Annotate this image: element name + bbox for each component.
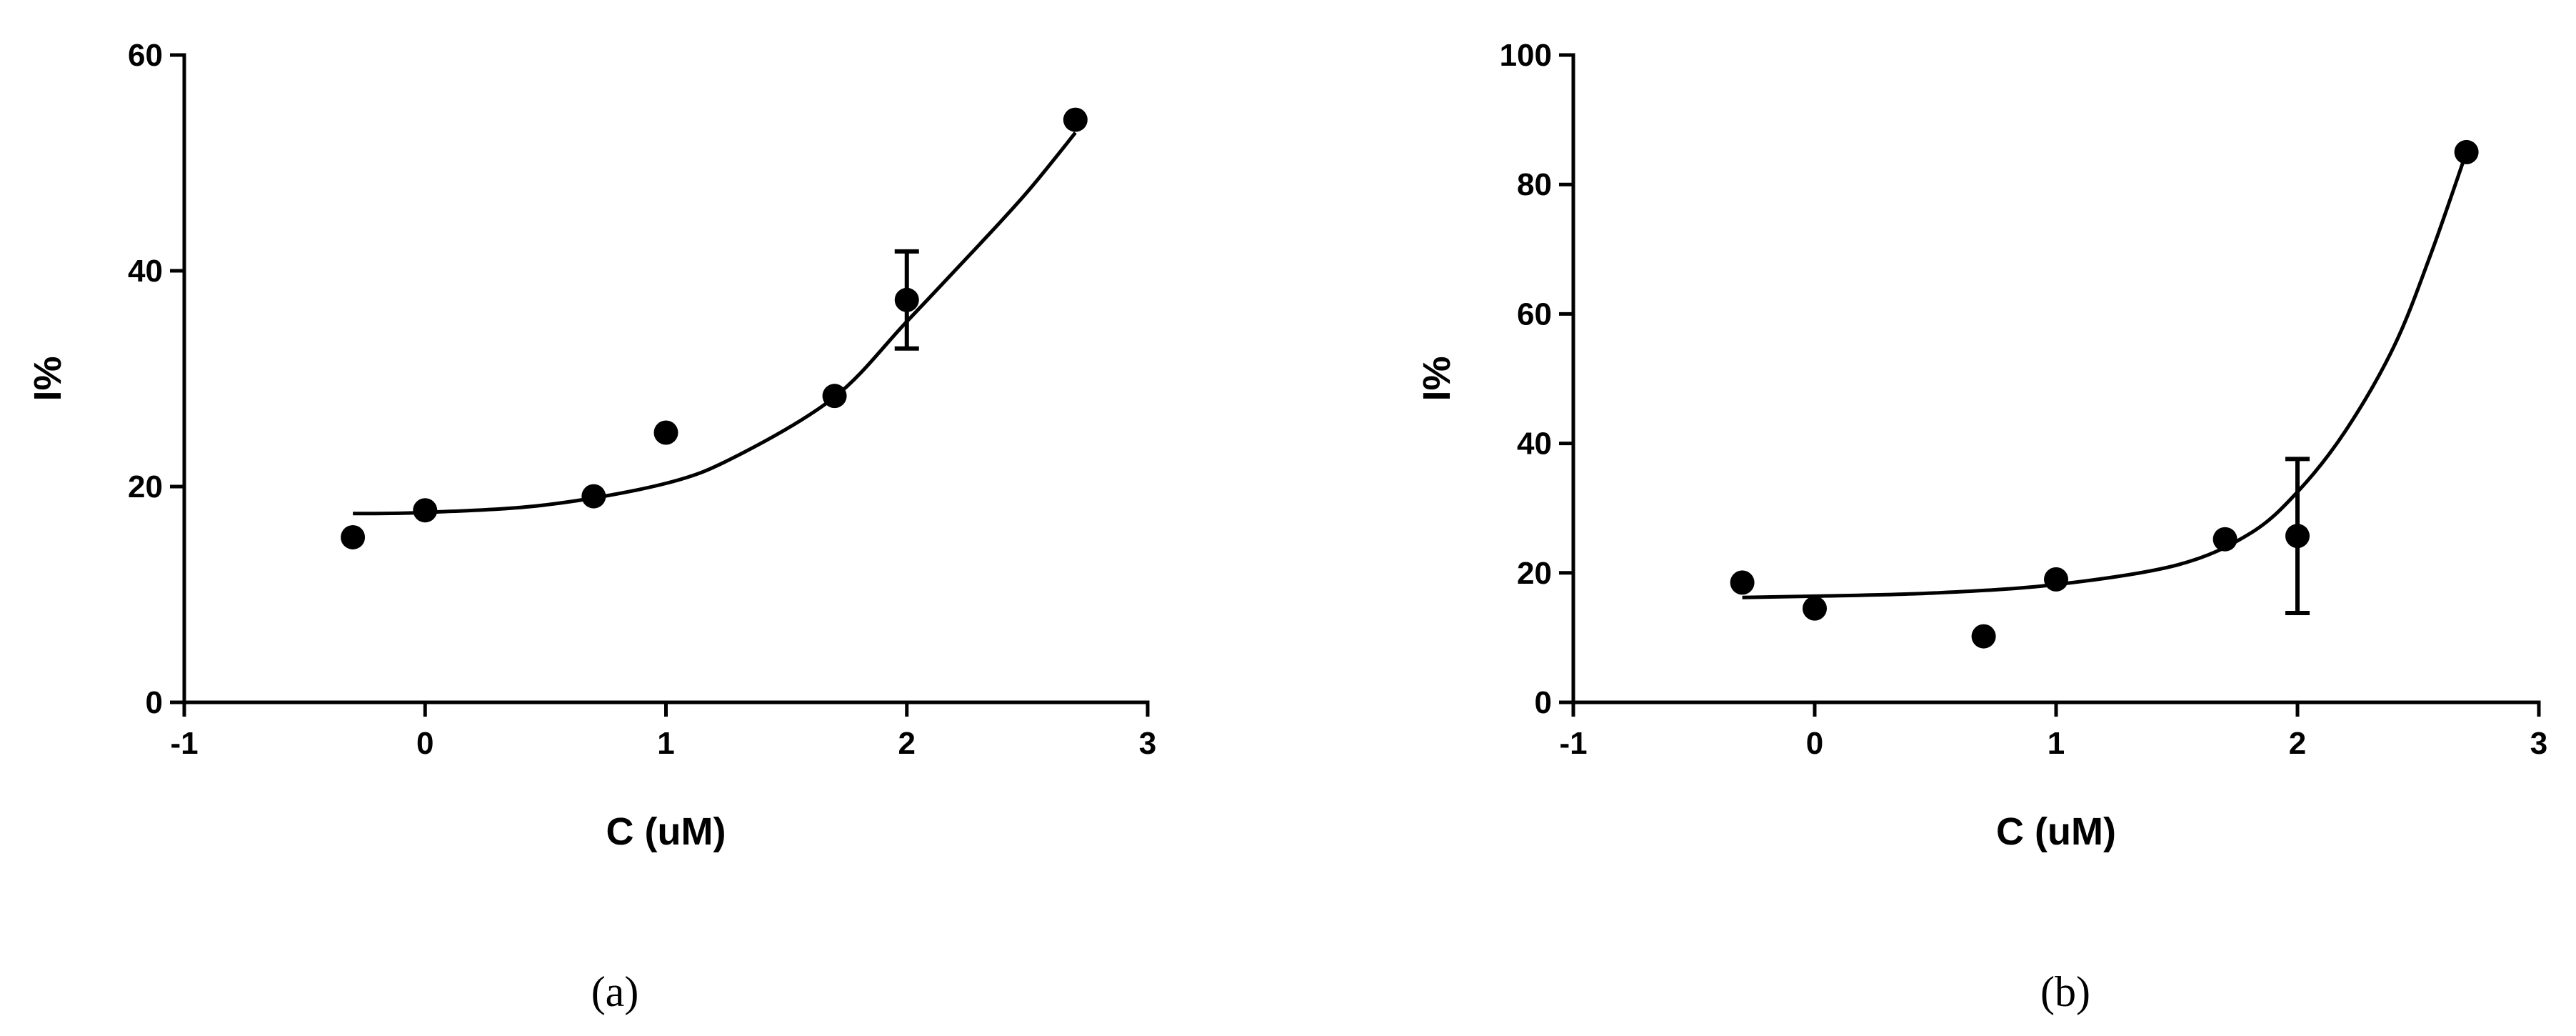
data-point [341,524,366,549]
data-point [2454,139,2479,164]
x-tick-label: 2 [2289,726,2306,761]
panel-caption: (a) [591,968,639,1015]
y-axis-title: I% [1415,356,1458,401]
y-tick-label: 80 [1517,167,1552,202]
fit-curve [353,131,1077,516]
x-tick-label: -1 [170,726,198,761]
data-point [822,384,847,409]
data-point [2212,527,2237,552]
y-tick-label: 40 [1517,427,1552,462]
x-tick-label: 1 [657,726,674,761]
y-tick-label: 0 [146,685,163,720]
data-point [581,484,606,509]
x-tick-label: 3 [1139,726,1156,761]
y-tick-label: 20 [128,469,163,504]
fit-curve [1742,151,2468,599]
x-tick-label: 0 [1806,726,1823,761]
y-tick-label: 20 [1517,556,1552,591]
x-tick-label: 3 [2530,726,2547,761]
y-tick-label: 60 [1517,297,1552,332]
panel-caption: (b) [2040,968,2090,1015]
x-axis-title: C (uM) [1996,810,2116,853]
data-point [413,498,438,523]
data-point [653,420,678,445]
y-tick-label: 0 [1535,685,1552,720]
x-tick-label: 1 [2048,726,2065,761]
x-axis-title: C (uM) [606,810,726,853]
y-tick-label: 60 [128,38,163,73]
data-point [1730,570,1755,595]
x-tick-label: 0 [416,726,433,761]
x-tick-label: 2 [898,726,916,761]
y-tick-label: 40 [128,254,163,289]
data-point [1803,596,1827,621]
data-point [2044,567,2068,592]
data-point [2285,524,2310,549]
data-point [894,287,919,312]
y-axis-title: I% [26,356,69,401]
data-point [1971,624,1996,649]
x-tick-label: -1 [1559,726,1587,761]
data-point [1063,107,1088,132]
y-tick-label: 100 [1500,38,1552,73]
